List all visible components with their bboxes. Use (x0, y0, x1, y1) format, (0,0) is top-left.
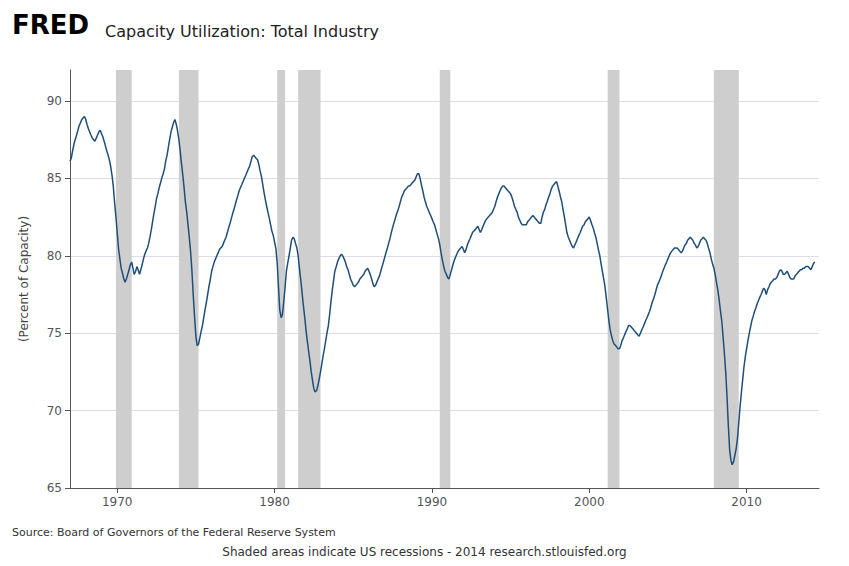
svg-text:Capacity Utilization: Total In: Capacity Utilization: Total Industry (105, 22, 379, 41)
svg-text:1990: 1990 (417, 495, 448, 509)
svg-text:70: 70 (47, 404, 62, 418)
svg-text:1970: 1970 (102, 495, 133, 509)
svg-text:Source: Board of Governors of: Source: Board of Governors of the Federa… (12, 526, 336, 539)
svg-text:Shaded areas indicate US reces: Shaded areas indicate US recessions - 20… (222, 545, 626, 559)
svg-text:(Percent of Capacity): (Percent of Capacity) (17, 216, 31, 342)
svg-text:80: 80 (47, 249, 62, 263)
svg-text:90: 90 (47, 94, 62, 108)
svg-text:2000: 2000 (574, 495, 605, 509)
svg-text:75: 75 (47, 326, 62, 340)
svg-text:85: 85 (47, 171, 62, 185)
svg-text:1980: 1980 (259, 495, 290, 509)
svg-text:FRED: FRED (12, 10, 89, 40)
svg-text:65: 65 (47, 481, 62, 495)
svg-text:2010: 2010 (731, 495, 762, 509)
